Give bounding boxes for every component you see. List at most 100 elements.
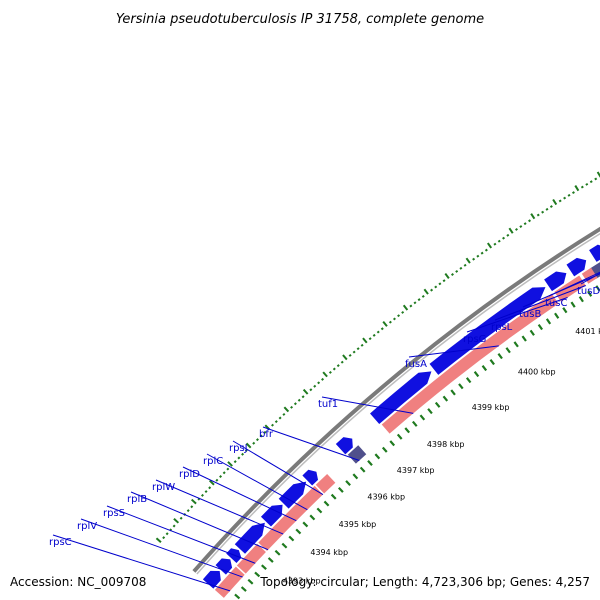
inner-dot	[481, 364, 488, 372]
reverse-gene	[315, 473, 336, 494]
ring-dot	[530, 213, 536, 220]
ring-dot	[332, 367, 336, 371]
ring-dot	[388, 320, 392, 324]
tick-label: 4401 kbp	[575, 327, 600, 336]
gene-label-rpsS: rpsS	[103, 508, 125, 519]
ring-dot	[434, 285, 438, 289]
ring-dot	[536, 213, 540, 217]
inner-dot	[450, 389, 456, 396]
ring-dot	[549, 205, 553, 208]
gene-leader	[408, 345, 499, 358]
inner-dot	[345, 480, 351, 487]
gene-label-bfr: bfr	[259, 429, 274, 440]
forward-gene	[429, 287, 546, 375]
inner-dot	[442, 395, 449, 402]
ring-dot	[450, 273, 454, 276]
ring-dot	[528, 219, 531, 223]
gene-leader	[106, 505, 256, 564]
inner-dot	[570, 301, 576, 308]
ring-dot	[274, 420, 278, 424]
ring-dot	[219, 475, 223, 479]
gene-label-tuf1: tuf1	[318, 399, 338, 410]
inner-dot	[302, 521, 309, 528]
ring-dot	[241, 452, 245, 456]
forward-gene	[202, 570, 221, 589]
ring-dot	[165, 532, 169, 536]
inner-dot	[316, 507, 323, 514]
ring-dot	[162, 536, 166, 540]
inner-dot	[330, 493, 337, 500]
ring-dot	[352, 350, 356, 354]
ring-dot	[421, 294, 425, 298]
inner-dot	[240, 586, 247, 592]
ring-dot	[382, 320, 388, 327]
ring-dot	[502, 236, 506, 240]
ring-dot	[465, 257, 471, 264]
ring-dot	[552, 198, 558, 206]
ring-dot	[336, 364, 340, 368]
inner-dot	[529, 329, 535, 336]
gene-label-tusB: tusB	[519, 309, 541, 320]
gene-label-tusC: tusC	[545, 298, 567, 309]
ring-dot	[596, 171, 600, 178]
ring-dot	[255, 438, 259, 442]
inner-dot	[404, 427, 411, 434]
ring-dot	[208, 486, 212, 490]
inner-dot	[389, 440, 396, 447]
ring-dot	[484, 248, 488, 252]
inner-dot	[419, 414, 426, 421]
gene-leader	[321, 396, 414, 414]
ring-dot	[282, 412, 286, 416]
inner-dot	[396, 433, 403, 440]
ring-dot	[589, 180, 593, 184]
ring-dot	[580, 185, 584, 189]
ring-dot	[322, 371, 328, 378]
forward-gene	[215, 558, 233, 575]
ring-dot	[245, 442, 252, 449]
ring-dot	[523, 222, 527, 226]
ring-dot	[328, 370, 332, 374]
ring-dot	[444, 272, 450, 279]
ring-dot	[463, 263, 467, 267]
ring-dot	[368, 337, 372, 341]
ring-dot	[392, 317, 396, 321]
ring-dot	[541, 210, 545, 214]
gene-label-rplB: rplB	[127, 494, 147, 505]
ring-dot	[376, 330, 380, 334]
ring-dot	[348, 353, 352, 357]
forward-gene	[544, 271, 567, 292]
ring-dot	[179, 516, 183, 520]
inner-dot	[267, 557, 274, 563]
ring-dot	[226, 467, 230, 471]
ring-dot	[480, 251, 484, 255]
ring-dot	[302, 388, 309, 395]
ring-dot	[309, 388, 313, 392]
ring-dot	[360, 343, 364, 347]
inner-dot	[338, 486, 344, 493]
tick-label: 4393 kbp	[283, 577, 321, 586]
inner-dot	[412, 420, 418, 427]
ring-dot	[283, 406, 290, 413]
ring-dot	[497, 239, 501, 243]
reverse-gene	[236, 543, 266, 574]
tick-label: 4398 kbp	[427, 440, 465, 449]
ring-dot	[493, 242, 497, 246]
inner-dot	[281, 542, 288, 549]
ring-dot	[215, 478, 219, 482]
tick-label: 4394 kbp	[310, 548, 348, 557]
forward-gene	[589, 244, 600, 262]
inner-dot	[465, 377, 472, 384]
reverse-gene	[381, 293, 559, 434]
ring-dot	[259, 434, 263, 438]
ring-dot	[515, 227, 518, 231]
inner-dot	[473, 371, 480, 378]
forward-gene	[566, 257, 587, 277]
reverse-gene	[214, 566, 245, 598]
inner-dot	[323, 500, 330, 507]
inner-dot	[352, 473, 359, 480]
ring-dot	[380, 327, 384, 331]
forward-gene	[335, 437, 353, 455]
inner-dot	[247, 578, 254, 585]
ring-dot	[342, 354, 348, 361]
